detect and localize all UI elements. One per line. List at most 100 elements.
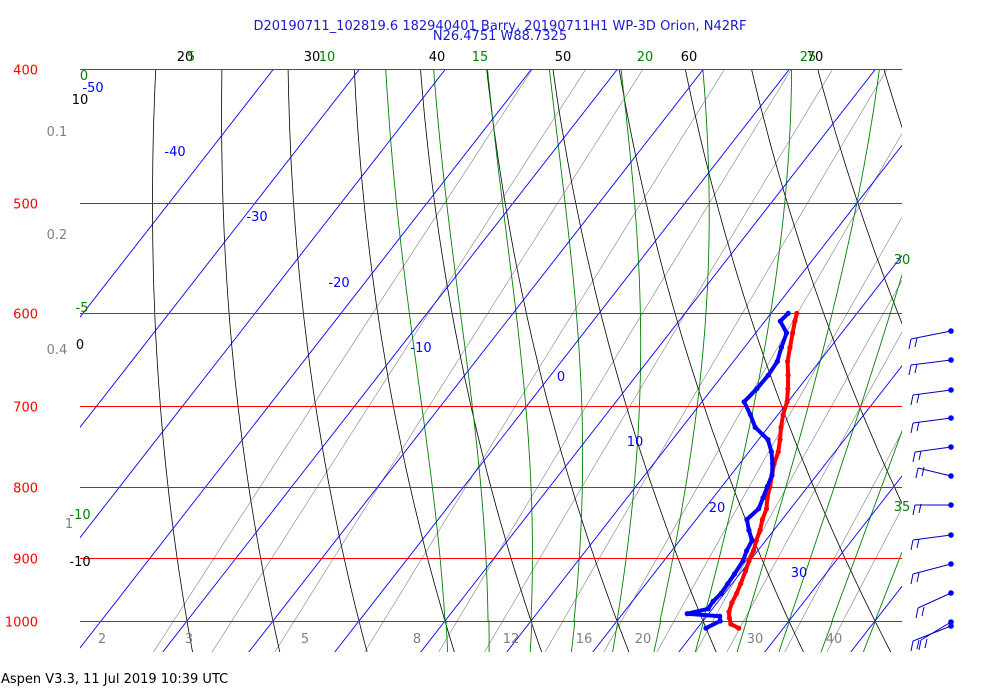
wind-barb-flag bbox=[916, 639, 920, 650]
mixing-ratio-label: 40 bbox=[826, 632, 843, 647]
mixing-ratio-line bbox=[784, 431, 902, 652]
mixing-ratio-line bbox=[484, 69, 834, 652]
temperature-profile-point bbox=[734, 590, 740, 596]
isotherm-line bbox=[80, 69, 447, 539]
mixing-ratio-label: 0.2 bbox=[47, 228, 68, 243]
temperature-profile-point bbox=[785, 372, 791, 378]
dry-adiabat-label: 0 bbox=[76, 338, 84, 353]
moist-adiabat-line bbox=[862, 551, 902, 652]
mixing-ratio-line bbox=[274, 69, 644, 652]
mixing-ratio-label: 0.4 bbox=[47, 343, 68, 358]
isotherm-label: 0 bbox=[557, 370, 565, 385]
mixing-ratio-label: 1 bbox=[65, 517, 73, 532]
moist-adiabat-label: -5 bbox=[76, 301, 89, 316]
chart-title-line-2: N26.4751 W88.7325 bbox=[432, 29, 568, 44]
moist-adiabat-label: 15 bbox=[472, 50, 489, 65]
moist-adiabat-line bbox=[548, 69, 584, 652]
wind-barb-flag bbox=[916, 393, 920, 404]
moist-adiabat-label: 0 bbox=[80, 69, 88, 84]
dry-adiabat-line bbox=[152, 69, 193, 652]
dry-adiabat-label: 70 bbox=[807, 50, 824, 65]
wind-barb-flag bbox=[916, 538, 920, 549]
isotherm-line bbox=[80, 69, 361, 429]
dry-adiabat-line bbox=[420, 69, 543, 652]
wind-barb-flag bbox=[921, 606, 925, 617]
mixing-ratio-line bbox=[364, 69, 726, 652]
footer-caption: Aspen V3.3, 11 Jul 2019 10:39 UTC bbox=[1, 672, 229, 687]
wind-barb-dot bbox=[948, 590, 954, 596]
wind-barb-flag bbox=[910, 640, 914, 652]
temperature-profile-point bbox=[780, 412, 786, 418]
dewpoint-profile-point bbox=[710, 598, 716, 605]
temperature-profile-point bbox=[775, 449, 781, 455]
wind-barb-staff bbox=[910, 359, 952, 366]
wind-barb-staff bbox=[912, 625, 952, 642]
dewpoint-profile-point bbox=[765, 437, 771, 443]
wind-barb-flag bbox=[912, 504, 916, 516]
dry-adiabat-line bbox=[684, 69, 892, 652]
dewpoint-profile-point bbox=[785, 310, 791, 316]
isotherm-label: 10 bbox=[627, 435, 644, 450]
wind-barb-staff bbox=[914, 446, 952, 453]
temperature-profile-point bbox=[753, 538, 759, 544]
pressure-label: 600 bbox=[13, 308, 38, 323]
dewpoint-profile-point bbox=[756, 506, 762, 512]
mixing-ratio-label: 20 bbox=[635, 632, 652, 647]
wind-barb-dot bbox=[948, 444, 954, 450]
wind-barb-flag bbox=[910, 573, 914, 585]
isotherm-line bbox=[80, 69, 533, 649]
moist-adiabat-label: -10 bbox=[69, 508, 90, 523]
dewpoint-profile-point bbox=[749, 538, 755, 544]
dry-adiabat-label: 40 bbox=[429, 50, 446, 65]
temperature-profile-point bbox=[785, 358, 791, 365]
dry-adiabat-line bbox=[353, 69, 455, 652]
dewpoint-profile-point bbox=[684, 611, 690, 617]
mixing-ratio-label: 5 bbox=[301, 632, 309, 647]
dry-adiabat-label: 10 bbox=[72, 93, 89, 108]
wind-barb-flag bbox=[918, 450, 922, 461]
moist-adiabat-label: 5 bbox=[187, 50, 195, 65]
moist-adiabat-line bbox=[820, 429, 902, 652]
wind-barb-flag bbox=[912, 451, 916, 463]
dewpoint-profile-point bbox=[774, 358, 780, 365]
temperature-profile-point bbox=[764, 495, 770, 501]
dry-adiabat-line bbox=[552, 69, 717, 652]
wind-barb-staff bbox=[917, 592, 952, 609]
moist-adiabat-line bbox=[487, 69, 533, 652]
pressure-label: 1000 bbox=[5, 616, 38, 631]
wind-barb-flag bbox=[910, 422, 914, 434]
temperature-profile-point bbox=[763, 506, 770, 512]
wind-barb-flag bbox=[910, 539, 914, 551]
dry-adiabat-label: 20 bbox=[177, 50, 194, 65]
isotherm-label: 20 bbox=[709, 501, 726, 516]
isotherm-line bbox=[248, 69, 705, 652]
wind-barb-dot bbox=[948, 387, 954, 393]
dewpoint-profile-point bbox=[705, 606, 711, 612]
wind-barb-dot bbox=[948, 415, 954, 421]
temperature-profile-point bbox=[778, 424, 784, 430]
temperature-profile-point bbox=[757, 527, 763, 533]
wind-barb-flag bbox=[918, 639, 922, 651]
moist-adiabat-line bbox=[385, 69, 449, 652]
mixing-ratio-line bbox=[603, 132, 902, 652]
isotherm-label: -30 bbox=[246, 210, 267, 225]
isotherm-line bbox=[678, 365, 902, 652]
temperature-profile-point bbox=[750, 548, 757, 554]
mixing-ratio-label: 3 bbox=[185, 632, 193, 647]
dry-adiabat-label: 60 bbox=[681, 50, 698, 65]
dewpoint-profile-point bbox=[778, 344, 785, 350]
dewpoint-profile-point bbox=[769, 460, 776, 467]
pressure-label: 500 bbox=[13, 198, 38, 213]
temperature-profile-point bbox=[743, 568, 749, 574]
temperature-profile-point bbox=[792, 318, 798, 324]
temperature-profile-point bbox=[738, 581, 744, 587]
moist-adiabat-line bbox=[433, 69, 490, 652]
dewpoint-profile-point bbox=[747, 412, 754, 418]
temperature-profile-point bbox=[794, 310, 800, 316]
temperature-profile-point bbox=[736, 625, 742, 631]
wind-barb-flag bbox=[908, 364, 912, 376]
temperature-profile-point bbox=[726, 609, 732, 615]
mixing-ratio-label: 30 bbox=[747, 632, 764, 647]
mixing-ratio-label: 2 bbox=[98, 632, 106, 647]
